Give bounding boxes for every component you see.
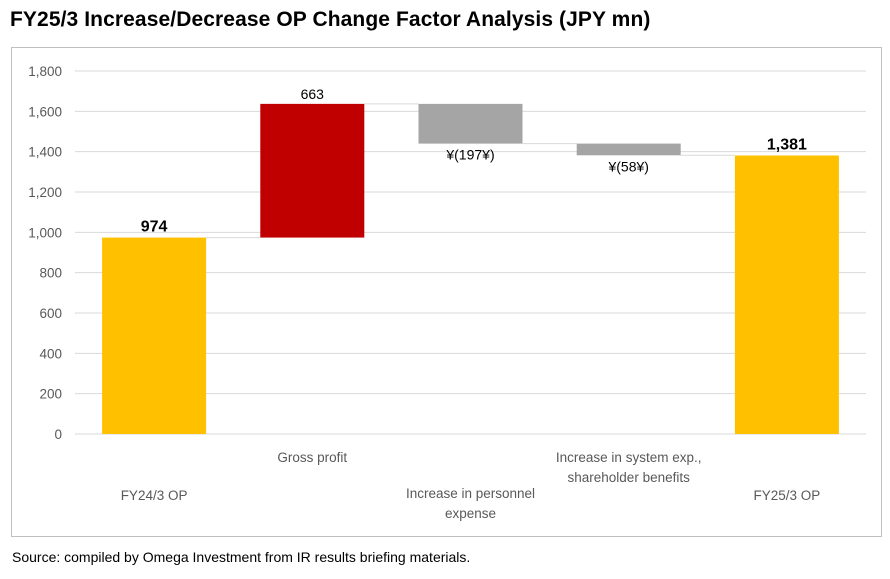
bar-decrease: [576, 143, 681, 156]
y-tick-label: 1,000: [28, 225, 62, 240]
bar-increase: [260, 103, 365, 238]
y-tick-label: 400: [39, 346, 62, 361]
data-label: ¥(197¥): [445, 147, 494, 163]
y-tick-label: 800: [39, 266, 62, 281]
y-tick-label: 1,200: [28, 185, 62, 200]
y-tick-label: 1,400: [28, 145, 62, 160]
bar-total: [102, 237, 207, 434]
data-label: ¥(58¥): [607, 158, 648, 174]
y-tick-label: 200: [39, 387, 62, 402]
x-category-label: shareholder benefits: [568, 470, 691, 485]
data-label: 1,381: [767, 136, 807, 153]
y-tick-label: 1,800: [28, 64, 62, 79]
source-note: Source: compiled by Omega Investment fro…: [12, 549, 471, 565]
y-tick-label: 1,600: [28, 104, 62, 119]
bar-total: [734, 155, 839, 434]
chart-title: FY25/3 Increase/Decrease OP Change Facto…: [10, 8, 651, 31]
x-category-label: Increase in system exp.,: [556, 450, 702, 465]
x-category-label: expense: [445, 506, 496, 521]
bar-decrease: [418, 103, 523, 144]
x-category-label: Gross profit: [277, 450, 347, 465]
x-category-label: Increase in personnel: [406, 486, 535, 501]
y-tick-label: 0: [54, 427, 62, 442]
data-label: 974: [141, 219, 168, 236]
x-category-label: FY24/3 OP: [121, 488, 188, 503]
chart-frame: [11, 47, 882, 537]
data-label: 663: [301, 86, 325, 102]
x-category-label: FY25/3 OP: [754, 488, 821, 503]
y-tick-label: 600: [39, 306, 62, 321]
